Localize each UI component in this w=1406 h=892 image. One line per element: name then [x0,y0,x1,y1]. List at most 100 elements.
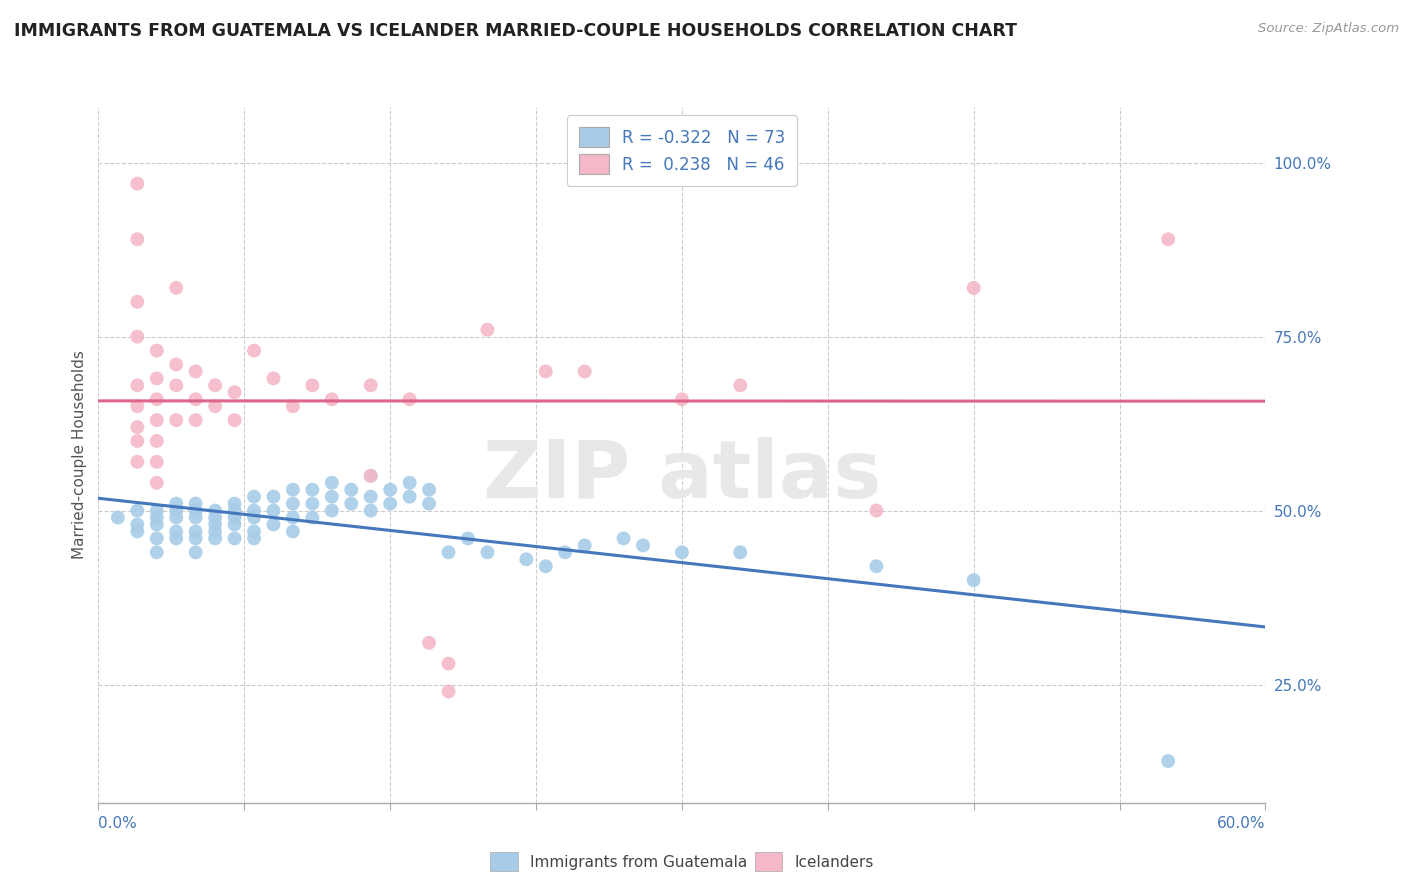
Point [165,358,187,372]
Point [127,524,149,539]
Point [962,573,984,587]
Point [418,483,440,497]
Point [184,524,207,539]
Legend: Immigrants from Guatemala, Icelanders: Immigrants from Guatemala, Icelanders [482,845,882,879]
Point [477,545,499,559]
Point [730,378,752,392]
Point [184,503,207,517]
Point [515,552,537,566]
Point [534,559,557,574]
Point [437,684,460,698]
Point [146,371,169,385]
Text: IMMIGRANTS FROM GUATEMALA VS ICELANDER MARRIED-COUPLE HOUSEHOLDS CORRELATION CHA: IMMIGRANTS FROM GUATEMALA VS ICELANDER M… [14,22,1017,40]
Point [165,532,187,546]
Point [321,392,343,407]
Point [671,392,693,407]
Point [184,497,207,511]
Point [184,413,207,427]
Point [184,510,207,524]
Point [398,490,420,504]
Point [146,532,169,546]
Point [243,490,266,504]
Point [146,510,169,524]
Point [262,517,284,532]
Point [962,281,984,295]
Point [127,434,149,448]
Point [262,503,284,517]
Point [127,177,149,191]
Point [301,497,323,511]
Point [243,503,266,517]
Point [204,378,226,392]
Point [165,510,187,524]
Point [321,503,343,517]
Text: Source: ZipAtlas.com: Source: ZipAtlas.com [1258,22,1399,36]
Point [613,532,636,546]
Point [165,281,187,295]
Point [146,475,169,490]
Point [534,364,557,378]
Point [165,378,187,392]
Point [165,503,187,517]
Point [378,483,402,497]
Point [184,532,207,546]
Point [204,524,226,539]
Y-axis label: Married-couple Households: Married-couple Households [72,351,87,559]
Point [281,399,304,413]
Point [127,420,149,434]
Point [127,294,149,309]
Point [360,490,382,504]
Point [730,545,752,559]
Point [631,538,654,552]
Point [146,545,169,559]
Point [262,371,284,385]
Point [398,475,420,490]
Point [477,323,499,337]
Point [146,434,169,448]
Point [204,517,226,532]
Point [378,497,402,511]
Point [204,399,226,413]
Point [671,545,693,559]
Point [1157,232,1180,246]
Point [243,532,266,546]
Point [224,510,246,524]
Point [281,483,304,497]
Point [204,503,226,517]
Point [146,343,169,358]
Point [224,517,246,532]
Point [243,343,266,358]
Point [165,497,187,511]
Point [146,413,169,427]
Point [554,545,576,559]
Point [224,413,246,427]
Point [224,497,246,511]
Text: ZIP atlas: ZIP atlas [482,437,882,515]
Point [418,497,440,511]
Point [243,524,266,539]
Point [146,392,169,407]
Text: 60.0%: 60.0% [1218,816,1265,831]
Point [360,468,382,483]
Point [146,455,169,469]
Point [224,532,246,546]
Point [457,532,479,546]
Point [281,524,304,539]
Point [262,490,284,504]
Point [865,503,887,517]
Point [127,517,149,532]
Point [224,503,246,517]
Point [204,532,226,546]
Point [321,475,343,490]
Point [243,510,266,524]
Point [184,545,207,559]
Point [340,497,363,511]
Point [184,364,207,378]
Point [301,483,323,497]
Point [127,329,149,343]
Point [127,232,149,246]
Point [360,378,382,392]
Text: 0.0%: 0.0% [98,816,138,831]
Point [281,510,304,524]
Point [127,503,149,517]
